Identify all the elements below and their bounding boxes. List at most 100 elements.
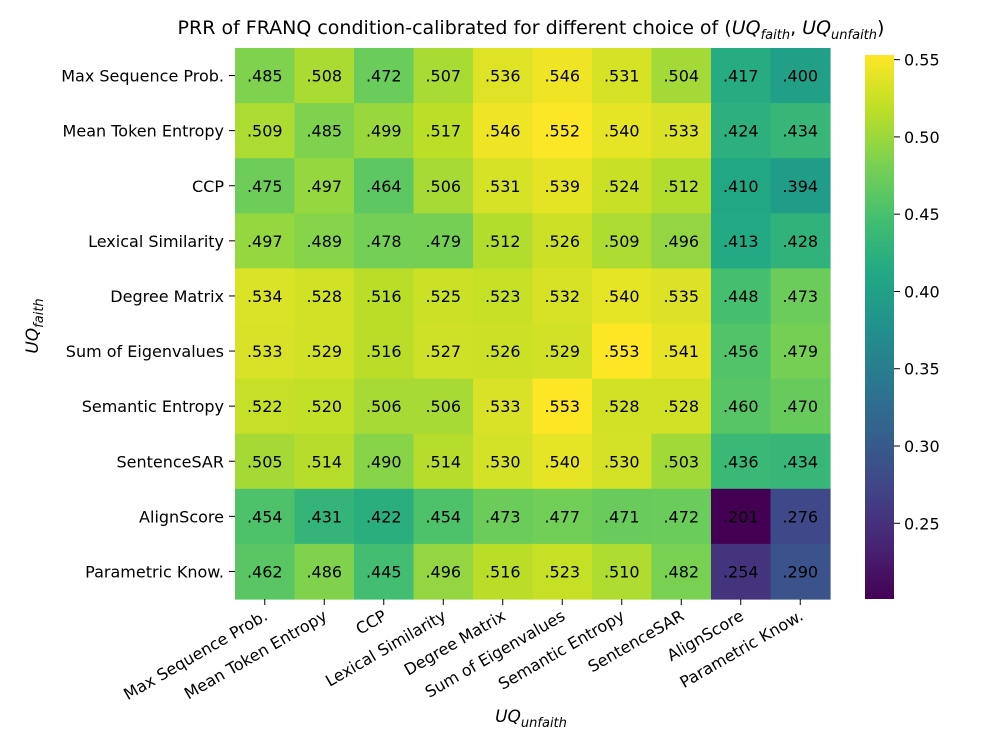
- cell-value-label: .532: [544, 287, 580, 306]
- cell-value-label: .448: [723, 287, 759, 306]
- cell-value-label: .527: [425, 342, 461, 361]
- cell-value-label: .413: [723, 232, 759, 251]
- cell-value-label: .523: [485, 287, 521, 306]
- cell-value-label: .410: [723, 177, 759, 196]
- x-axis-title: UQunfaith: [495, 707, 567, 731]
- cell-value-label: .529: [544, 342, 580, 361]
- cell-value-label: .445: [366, 562, 402, 581]
- cell-value-label: .503: [663, 452, 699, 471]
- y-tick-label: Semantic Entropy: [82, 397, 224, 416]
- cell-value-label: .470: [782, 397, 818, 416]
- heatmap-cell: [413, 488, 474, 545]
- cell-value-label: .530: [485, 452, 521, 471]
- heatmap-cell: [770, 48, 831, 104]
- cell-value-label: .516: [485, 562, 521, 581]
- heatmap-cell: [770, 488, 831, 545]
- cell-value-label: .497: [247, 232, 283, 251]
- cell-value-label: .276: [782, 507, 818, 526]
- cell-value-label: .512: [485, 232, 521, 251]
- heatmap-cell: [235, 158, 296, 214]
- cell-value-label: .436: [723, 452, 759, 471]
- heatmap-cell: [235, 378, 296, 435]
- cell-value-label: .497: [306, 177, 342, 196]
- heatmap-cell: [235, 323, 296, 380]
- cell-value-label: .508: [306, 67, 342, 86]
- heatmap-cell: [770, 433, 831, 490]
- heatmap-cell: [294, 543, 355, 600]
- heatmap-cell: [473, 378, 534, 435]
- y-tick-label: Lexical Similarity: [88, 232, 224, 251]
- cell-value-label: .534: [247, 287, 283, 306]
- heatmap-cell: [413, 378, 474, 435]
- cell-value-label: .504: [663, 67, 699, 86]
- heatmap-cell: [354, 268, 415, 325]
- colorbar-tick-label: 0.25: [904, 514, 940, 533]
- cell-value-label: .514: [425, 452, 461, 471]
- cell-value-label: .460: [723, 397, 759, 416]
- cell-value-label: .546: [544, 67, 580, 86]
- cell-value-label: .533: [663, 122, 699, 141]
- cell-value-label: .424: [723, 122, 759, 141]
- y-tick-label: AlignScore: [139, 507, 224, 526]
- cell-value-label: .540: [604, 122, 640, 141]
- cell-value-label: .506: [425, 177, 461, 196]
- heatmap-cell: [592, 488, 653, 545]
- colorbar-tick-label: 0.30: [904, 437, 940, 456]
- cell-value-label: .524: [604, 177, 640, 196]
- heatmap-cell: [532, 488, 593, 545]
- cell-value-label: .553: [544, 397, 580, 416]
- cell-value-label: .489: [306, 232, 342, 251]
- heatmap-cell: [711, 378, 772, 435]
- cell-value-label: .517: [425, 122, 461, 141]
- cell-value-label: .529: [306, 342, 342, 361]
- heatmap-cell: [354, 433, 415, 490]
- cell-value-label: .454: [425, 507, 461, 526]
- cell-value-label: .473: [485, 507, 521, 526]
- heatmap-cell: [770, 323, 831, 380]
- cell-value-label: .434: [782, 452, 818, 471]
- cell-value-label: .523: [544, 562, 580, 581]
- y-tick-label: Sum of Eigenvalues: [66, 342, 224, 361]
- heatmap-cell: [473, 268, 534, 325]
- heatmap-cell: [473, 103, 534, 159]
- heatmap-cells: .485 .508 .472 .507 .536 .546 .531 .504 .417 .400…: [235, 48, 831, 600]
- cell-value-label: .472: [663, 507, 699, 526]
- cell-value-label: .516: [366, 287, 402, 306]
- colorbar-tick-label: 0.55: [904, 51, 940, 70]
- heatmap-cell: [651, 213, 712, 269]
- cell-value-label: .434: [782, 122, 818, 141]
- cell-value-label: .510: [604, 562, 640, 581]
- cell-value-label: .514: [306, 452, 342, 471]
- cell-value-label: .417: [723, 67, 759, 86]
- cell-value-label: .526: [485, 342, 521, 361]
- heatmap-cell: [770, 103, 831, 159]
- heatmap-cell: [532, 378, 593, 435]
- heatmap-cell: [294, 323, 355, 380]
- cell-value-label: .516: [366, 342, 402, 361]
- cell-value-label: .496: [425, 562, 461, 581]
- y-axis-title: UQfaith: [23, 298, 47, 353]
- heatmap-cell: [592, 323, 653, 380]
- heatmap-cell: [413, 268, 474, 325]
- cell-value-label: .486: [306, 562, 342, 581]
- heatmap-cell: [711, 323, 772, 380]
- heatmap-cell: [473, 543, 534, 600]
- cell-value-label: .540: [604, 287, 640, 306]
- heatmap-cell: [532, 543, 593, 600]
- colorbar-tick-label: 0.40: [904, 282, 940, 301]
- cell-value-label: .479: [782, 342, 818, 361]
- heatmap-cell: [711, 433, 772, 490]
- heatmap-cell: [235, 543, 296, 600]
- heatmap-cell: [294, 213, 355, 269]
- heatmap-cell: [651, 48, 712, 104]
- heatmap-cell: [651, 323, 712, 380]
- cell-value-label: .509: [604, 232, 640, 251]
- heatmap-cell: [473, 48, 534, 104]
- heatmap-cell: [711, 48, 772, 104]
- cell-value-label: .456: [723, 342, 759, 361]
- heatmap-cell: [651, 268, 712, 325]
- cell-value-label: .520: [306, 397, 342, 416]
- cell-value-label: .478: [366, 232, 402, 251]
- heatmap-cell: [354, 378, 415, 435]
- cell-value-label: .477: [544, 507, 580, 526]
